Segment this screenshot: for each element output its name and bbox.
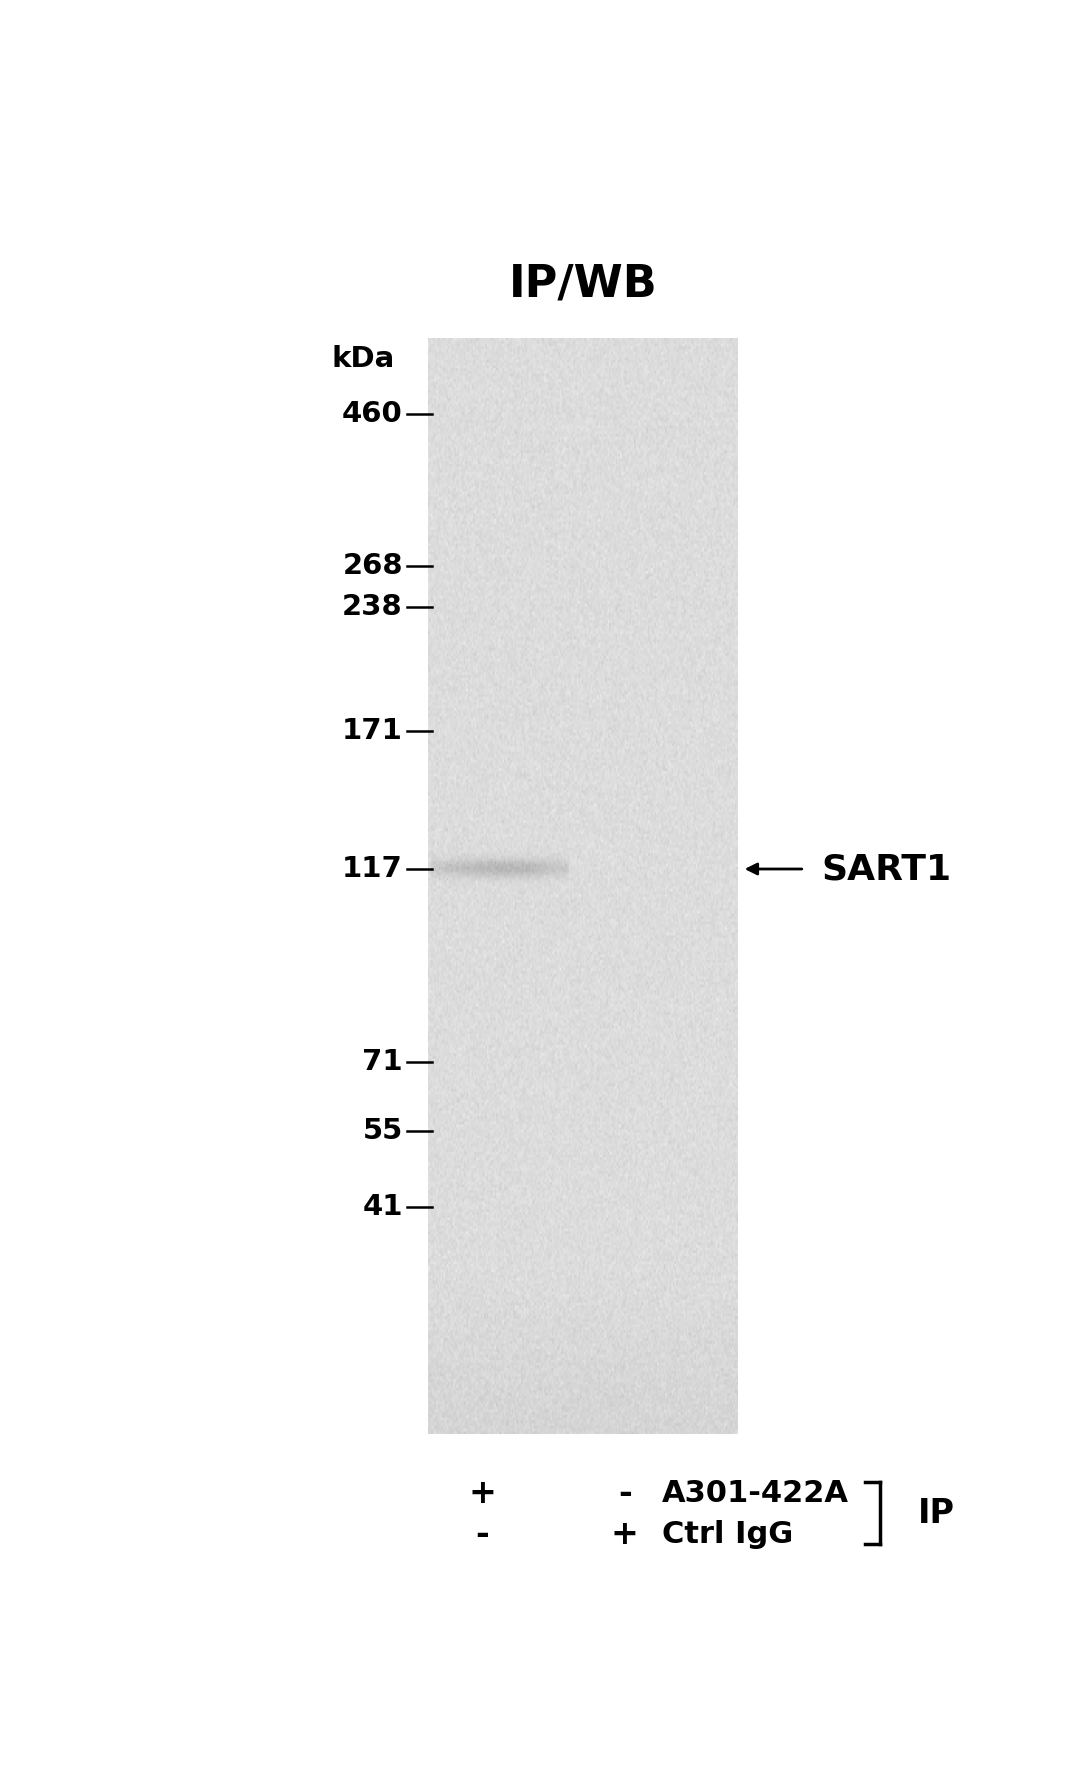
- Text: -: -: [618, 1476, 632, 1510]
- Text: IP: IP: [918, 1497, 955, 1530]
- Text: 238: 238: [342, 594, 403, 621]
- Text: +: +: [469, 1476, 497, 1510]
- Text: IP/WB: IP/WB: [509, 261, 657, 306]
- Text: SART1: SART1: [821, 852, 951, 886]
- Text: 117: 117: [342, 855, 403, 884]
- Text: A301-422A: A301-422A: [662, 1478, 849, 1508]
- Text: +: +: [610, 1517, 638, 1551]
- Text: Ctrl IgG: Ctrl IgG: [662, 1521, 794, 1549]
- Text: -: -: [475, 1517, 489, 1551]
- Text: 268: 268: [342, 553, 403, 580]
- Text: 71: 71: [362, 1048, 403, 1075]
- Text: 41: 41: [362, 1193, 403, 1220]
- Text: 171: 171: [342, 717, 403, 746]
- Text: 55: 55: [363, 1116, 403, 1145]
- Text: kDa: kDa: [332, 345, 394, 374]
- Text: 460: 460: [342, 401, 403, 428]
